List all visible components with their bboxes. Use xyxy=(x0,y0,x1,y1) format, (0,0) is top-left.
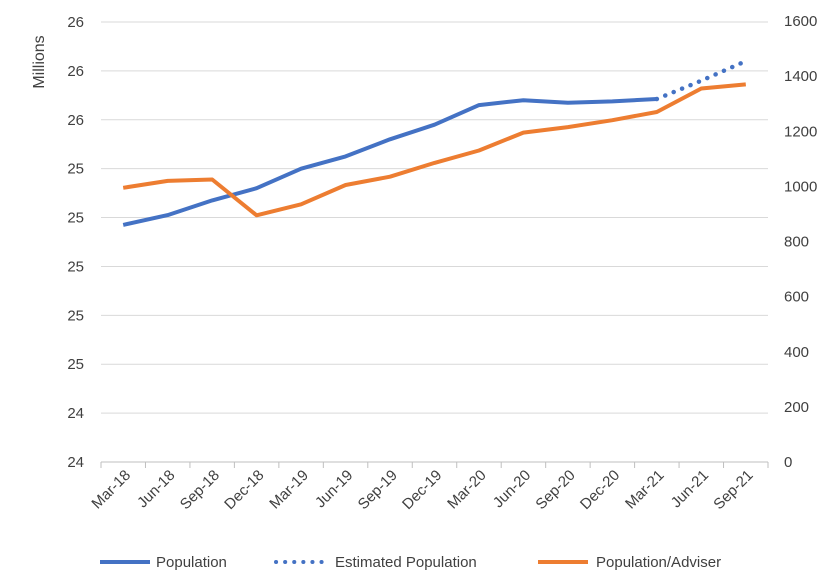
left-tick-label: 26 xyxy=(67,63,84,80)
x-tick-label: Jun-19 xyxy=(312,467,356,511)
legend: Population Estimated Population Population… xyxy=(100,554,721,571)
left-tick-label: 24 xyxy=(67,405,84,422)
right-y-axis: 1600 1400 1200 1000 800 600 400 200 0 xyxy=(784,13,817,471)
legend-label: Population/Adviser xyxy=(596,554,721,571)
series-line-population xyxy=(122,97,657,227)
left-y-axis: 26 26 26 25 25 25 25 25 24 24 xyxy=(67,14,84,471)
left-tick-label: 25 xyxy=(67,210,84,227)
left-tick-label: 25 xyxy=(67,356,84,373)
x-tick-label: Dec-20 xyxy=(577,467,623,513)
right-tick-label: 200 xyxy=(784,399,809,416)
left-tick-label: 25 xyxy=(67,307,84,324)
left-tick-label: 26 xyxy=(67,14,84,31)
gridlines xyxy=(101,21,768,414)
left-tick-label: 26 xyxy=(67,112,84,129)
left-axis-label: Millions xyxy=(31,35,48,88)
x-tick-label: Sep-21 xyxy=(710,467,756,513)
x-tick-label: Mar-18 xyxy=(88,467,134,513)
series-lines xyxy=(122,58,749,227)
series-line-population-adviser xyxy=(122,82,746,218)
right-tick-label: 600 xyxy=(784,289,809,306)
x-tick-label: Mar-20 xyxy=(444,467,490,513)
right-tick-label: 1600 xyxy=(784,13,817,30)
legend-label: Population xyxy=(156,554,227,571)
right-tick-label: 800 xyxy=(784,234,809,251)
x-tick-label: Sep-19 xyxy=(355,467,401,513)
x-tick-label: Mar-21 xyxy=(622,467,668,513)
x-tick-label: Sep-18 xyxy=(177,467,223,513)
right-tick-label: 400 xyxy=(784,344,809,361)
x-tick-label: Jun-21 xyxy=(668,467,712,511)
right-tick-label: 1400 xyxy=(784,68,817,85)
x-tick-label: Mar-19 xyxy=(266,467,312,513)
right-tick-label: 1000 xyxy=(784,178,817,195)
legend-label: Estimated Population xyxy=(335,554,477,571)
right-tick-label: 1200 xyxy=(784,123,817,140)
right-tick-label: 0 xyxy=(784,454,792,471)
x-tick-label: Dec-18 xyxy=(221,467,267,513)
series-line-estimated-population xyxy=(654,58,749,102)
left-tick-label: 25 xyxy=(67,258,84,275)
x-tick-label: Dec-19 xyxy=(399,467,445,513)
x-tick-label: Jun-20 xyxy=(490,467,534,511)
left-tick-label: 25 xyxy=(67,161,84,178)
x-tick-label: Sep-20 xyxy=(533,467,579,513)
x-tick-label: Jun-18 xyxy=(134,467,178,511)
left-tick-label: 24 xyxy=(67,454,84,471)
